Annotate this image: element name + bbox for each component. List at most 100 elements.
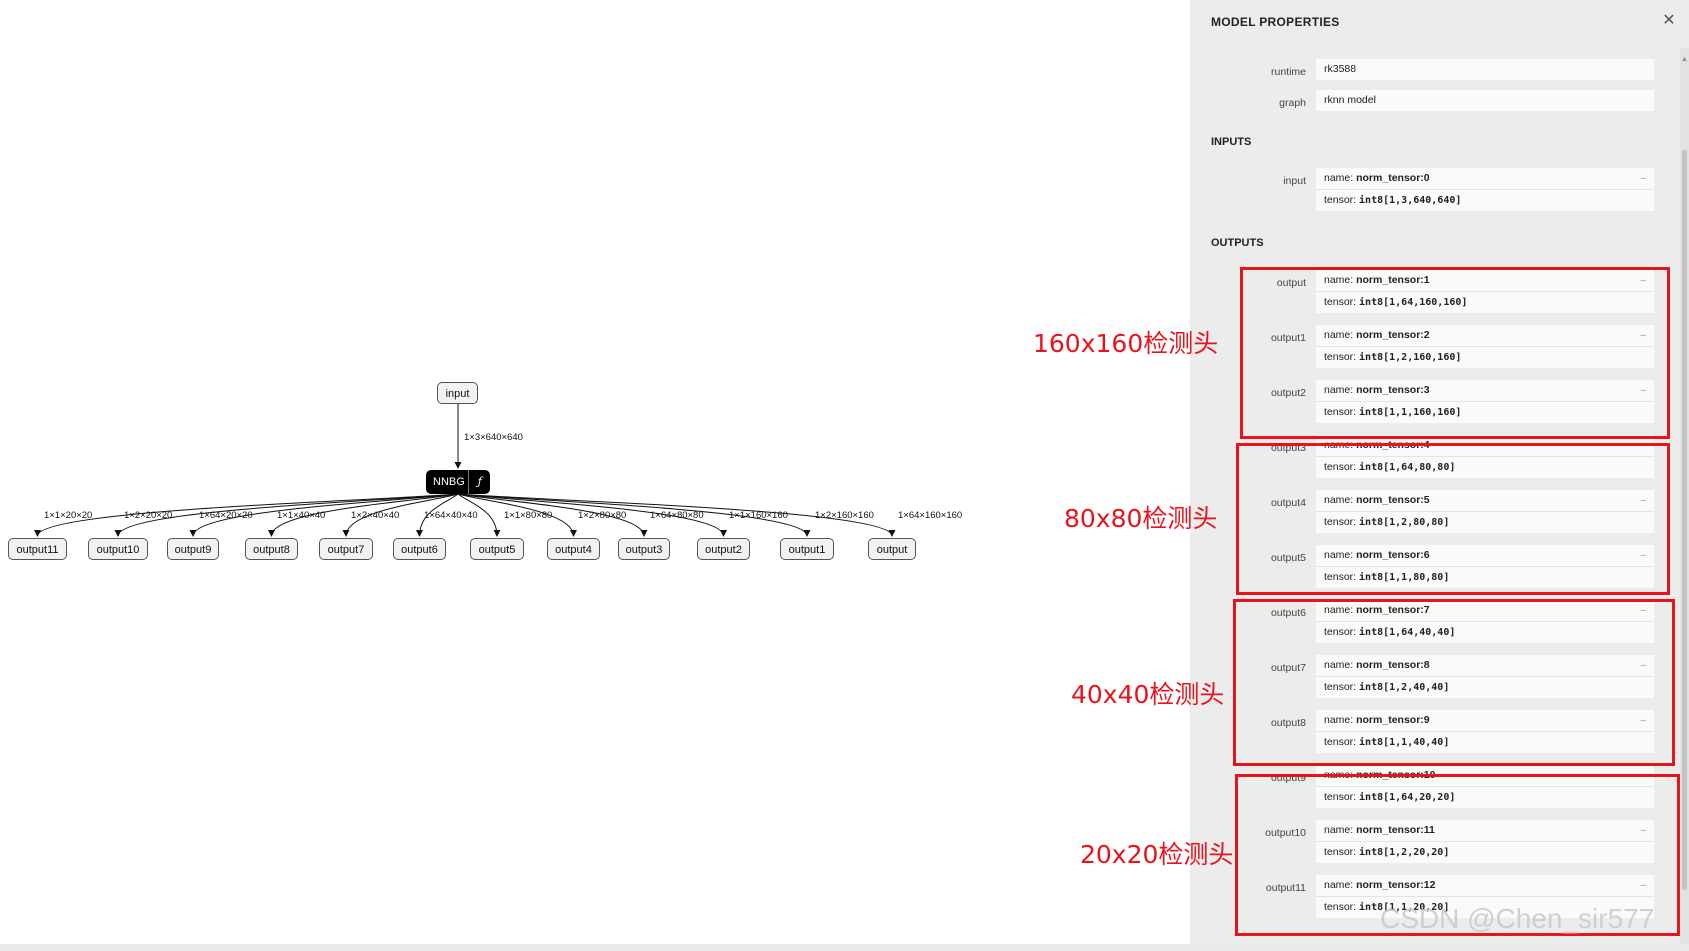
runtime-label: runtime: [1270, 66, 1306, 78]
nnbg-node[interactable]: NNBG ƒ: [426, 470, 490, 494]
io-value-output5[interactable]: name: norm_tensor:6 – tensor: int8[1,1,80,…: [1316, 545, 1654, 588]
expand-icon[interactable]: –: [1640, 825, 1646, 836]
io-value-output6[interactable]: name: norm_tensor:7 – tensor: int8[1,64,40…: [1316, 600, 1654, 643]
close-icon[interactable]: ✕: [1662, 12, 1676, 29]
annotation-160: 160x160检测头: [1033, 329, 1219, 358]
tensor-type-value: int8[1,1,40,40]: [1359, 737, 1450, 748]
expand-icon[interactable]: –: [1640, 495, 1646, 506]
io-label-output6: output6: [1270, 607, 1306, 619]
io-value-output7[interactable]: name: norm_tensor:8 – tensor: int8[1,2,40,…: [1316, 655, 1654, 698]
graph-canvas[interactable]: input 1×3×640×640 NNBG ƒ output11 1×1×20×…: [0, 0, 1190, 951]
io-value-output[interactable]: name: norm_tensor:1 – tensor: int8[1,64,16…: [1316, 270, 1654, 313]
tensor-type: tensor: int8[1,2,160,160]: [1316, 346, 1654, 368]
tensor-type: tensor: int8[1,64,20,20]: [1316, 786, 1654, 808]
io-label-output: output: [1276, 277, 1306, 289]
io-label-input: input: [1283, 175, 1306, 187]
tensor-prefix: tensor:: [1324, 736, 1360, 748]
tensor-prefix: tensor:: [1324, 296, 1360, 308]
expand-icon[interactable]: –: [1640, 660, 1646, 671]
output-node-output4[interactable]: output4: [547, 538, 600, 560]
output-node-output8[interactable]: output8: [245, 538, 298, 560]
name-prefix: name:: [1324, 274, 1357, 286]
tensor-type-value: int8[1,64,40,40]: [1359, 627, 1456, 638]
expand-icon[interactable]: –: [1640, 330, 1646, 341]
tensor-name-value: norm_tensor:6: [1356, 549, 1430, 561]
io-value-output4[interactable]: name: norm_tensor:5 – tensor: int8[1,2,80,…: [1316, 490, 1654, 533]
tensor-prefix: tensor:: [1324, 626, 1360, 638]
io-value-input[interactable]: name: norm_tensor:0 – tensor: int8[1,3,64…: [1316, 168, 1654, 211]
expand-icon[interactable]: –: [1640, 550, 1646, 561]
runtime-text: rk3588: [1324, 63, 1357, 75]
scroll-up-icon[interactable]: ▲: [1681, 56, 1688, 63]
output-node-output9[interactable]: output9: [167, 538, 219, 560]
output-node-output3[interactable]: output3: [618, 538, 670, 560]
highlight-box-160: [1240, 267, 1670, 439]
output-node-output2[interactable]: output2: [697, 538, 750, 560]
graph-text: rknn model: [1324, 94, 1376, 106]
io-value-output9[interactable]: name: norm_tensor:10– tensor: int8[1,64,2…: [1316, 765, 1654, 808]
output-node-output11[interactable]: output11: [8, 538, 67, 560]
scrollbar-thumb[interactable]: [1682, 150, 1687, 890]
edge-to-output7: [342, 493, 459, 537]
io-label-output1: output1: [1270, 332, 1306, 344]
tensor-name-value: norm_tensor:8: [1356, 659, 1430, 671]
tensor-prefix: tensor:: [1324, 681, 1360, 693]
tensor-type: tensor: int8[1,64,80,80]: [1316, 456, 1654, 478]
input-node[interactable]: input: [437, 382, 478, 404]
tensor-type: tensor: int8[1,1,40,40]: [1316, 731, 1654, 753]
annotation-40: 40x40检测头: [1071, 680, 1225, 709]
expand-icon[interactable]: –: [1640, 605, 1646, 616]
name-prefix: name:: [1324, 659, 1357, 671]
tensor-name: name: norm_tensor:5 –: [1316, 490, 1654, 511]
io-value-output8[interactable]: name: norm_tensor:9 – tensor: int8[1,1,40,…: [1316, 710, 1654, 753]
tensor-type-value: int8[1,2,80,80]: [1359, 517, 1450, 528]
highlight-box-40: [1233, 599, 1675, 766]
name-prefix: name:: [1324, 172, 1357, 184]
tensor-prefix: tensor:: [1324, 516, 1360, 528]
expand-icon[interactable]: –: [1640, 173, 1646, 184]
expand-icon[interactable]: –: [1640, 880, 1646, 891]
edge-to-output10: [114, 493, 459, 537]
edge-label-output1: 1×2×160×160: [815, 510, 874, 521]
highlight-box-80: [1236, 443, 1670, 595]
tensor-type: tensor: int8[1,2,20,20]: [1316, 841, 1654, 863]
expand-icon[interactable]: –: [1640, 275, 1646, 286]
graph-label: graph: [1279, 97, 1306, 109]
io-value-output2[interactable]: name: norm_tensor:3 – tensor: int8[1,1,160…: [1316, 380, 1654, 423]
output-node-output10[interactable]: output10: [88, 538, 148, 560]
annotation-80: 80x80检测头: [1064, 504, 1218, 533]
edge-to-output3: [457, 493, 648, 537]
tensor-name-value: norm_tensor:11: [1356, 824, 1435, 836]
graph-value[interactable]: rknn model: [1316, 90, 1654, 111]
tensor-name: name: norm_tensor:1 –: [1316, 270, 1654, 291]
tensor-type-value: int8[1,64,80,80]: [1359, 462, 1456, 473]
expand-icon[interactable]: –: [1640, 715, 1646, 726]
output-node-output[interactable]: output: [868, 538, 916, 560]
edge-label-output: 1×64×160×160: [898, 510, 963, 521]
output-node-output6[interactable]: output6: [393, 538, 446, 560]
name-prefix: name:: [1324, 329, 1357, 341]
model-properties-panel: MODEL PROPERTIES ✕ runtime rk3588 graph …: [1190, 0, 1689, 951]
nnbg-label: NNBG: [433, 476, 465, 488]
watermark: CSDN @Chen_sir577: [1380, 903, 1655, 934]
tensor-name-value: norm_tensor:0: [1356, 172, 1430, 184]
output-node-output5[interactable]: output5: [470, 538, 524, 560]
tensor-name: name: norm_tensor:9 –: [1316, 710, 1654, 731]
io-label-output2: output2: [1270, 387, 1306, 399]
output-node-output1[interactable]: output1: [780, 538, 834, 560]
tensor-name-value: norm_tensor:7: [1356, 604, 1430, 616]
io-value-output11[interactable]: name: norm_tensor:12 – tensor: int8[1,1,20…: [1316, 875, 1654, 918]
function-icon: ƒ: [468, 470, 490, 494]
tensor-name: name: norm_tensor:8 –: [1316, 655, 1654, 676]
edge-to-output1: [457, 493, 811, 537]
tensor-type: tensor: int8[1,1,80,80]: [1316, 566, 1654, 588]
io-value-output1[interactable]: name: norm_tensor:2 – tensor: int8[1,2,160…: [1316, 325, 1654, 368]
edge-to-output4: [457, 493, 577, 537]
runtime-value[interactable]: rk3588: [1316, 59, 1654, 80]
io-value-output10[interactable]: name: norm_tensor:11 – tensor: int8[1,2,20…: [1316, 820, 1654, 863]
highlight-box-20: [1235, 774, 1680, 936]
tensor-prefix: tensor:: [1324, 461, 1360, 473]
tensor-prefix: tensor:: [1324, 846, 1360, 858]
expand-icon[interactable]: –: [1640, 385, 1646, 396]
output-node-output7[interactable]: output7: [319, 538, 373, 560]
